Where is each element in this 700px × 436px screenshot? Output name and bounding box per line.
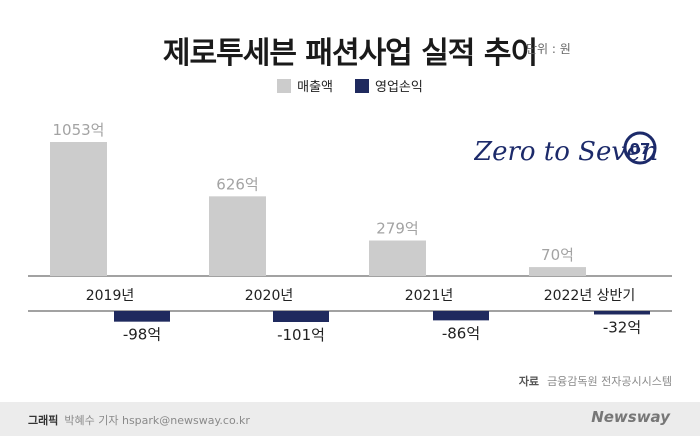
source-note: 자료 금융감독원 전자공시시스템 [519,373,672,389]
zero-to-seven-logo: Zero to Seven 07 [474,131,658,167]
category-label: 2022년 상반기 [544,288,636,304]
logo-badge-circle [623,131,657,165]
revenue-bar [529,267,586,276]
revenue-value-label: 279억 [376,219,418,237]
graphic-credit: 그래픽 박혜수 기자 hspark@newsway.co.kr [28,412,250,428]
credit-text: 박혜수 기자 hspark@newsway.co.kr [64,414,250,427]
legend-item-operating-profit: 영업손익 [355,76,423,95]
legend-swatch-revenue [277,78,292,93]
revenue-bar [369,240,426,276]
revenue-value-label: 1053억 [53,121,105,139]
legend-label-revenue: 매출액 [297,80,334,95]
operating-profit-value-label: -98억 [123,326,161,344]
footer-bar: 그래픽 박혜수 기자 hspark@newsway.co.kr Newsway [0,402,700,436]
revenue-value-label: 626억 [216,175,258,193]
operating-profit-bar [594,311,650,315]
operating-profit-bar [273,311,329,322]
unit-note: 단위 : 원 [526,42,571,56]
source-text: 금융감독원 전자공시시스템 [547,375,672,388]
legend-item-revenue: 매출액 [277,76,333,95]
bar-chart: 1053억 -98억 2019년 626억 -101억 2020년 279억 -86억 2021… [28,121,672,344]
credit-label: 그래픽 [28,414,59,427]
source-label: 자료 [518,375,540,388]
revenue-bar [209,196,266,276]
revenue-bar [50,142,107,276]
page-title: 제로투세븐 패션사업 실적 추이 [162,36,538,71]
legend-label-operating-profit: 영업손익 [375,80,423,95]
chart-legend: 매출액 영업손익 [0,76,700,95]
operating-profit-value-label: -32억 [603,318,641,336]
operating-profit-bar [114,311,170,322]
category-label: 2019년 [86,288,135,304]
newsway-brand: Newsway [591,408,670,426]
revenue-value-label: 70억 [541,246,574,264]
category-label: 2021년 [405,288,454,304]
operating-profit-value-label: -86억 [442,324,480,342]
operating-profit-value-label: -101억 [277,326,325,344]
category-label: 2020년 [245,288,294,304]
legend-swatch-operating-profit [355,78,370,93]
logo-badge-text: 07 [630,140,651,158]
operating-profit-bar [433,311,489,321]
